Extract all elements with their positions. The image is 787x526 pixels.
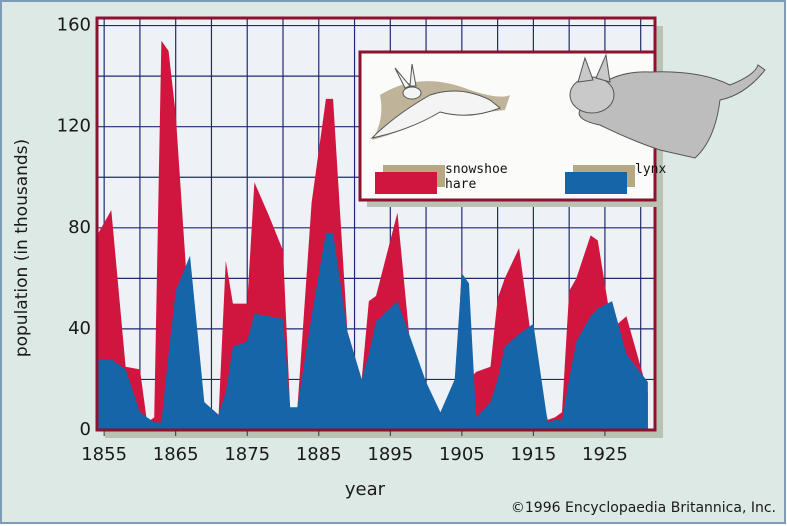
- x-tick-label: 1925: [582, 444, 628, 465]
- legend-swatch: [565, 172, 627, 194]
- page: population (in thousands) year ©1996 Enc…: [0, 0, 787, 526]
- x-tick-label: 1885: [296, 444, 342, 465]
- legend-swatch: [375, 172, 437, 194]
- legend-label: snowshoe hare: [445, 162, 517, 192]
- y-tick-label: 0: [80, 419, 91, 440]
- x-tick-label: 1865: [153, 444, 199, 465]
- legend-label: lynx: [635, 162, 707, 177]
- credit: ©1996 Encyclopaedia Britannica, Inc.: [511, 500, 776, 516]
- x-tick-label: 1895: [367, 444, 413, 465]
- y-tick-label: 40: [68, 318, 91, 339]
- x-tick-label: 1905: [439, 444, 485, 465]
- y-axis-label: population (in thousands): [12, 139, 32, 357]
- y-tick-label: 120: [57, 116, 91, 137]
- chart: population (in thousands) year ©1996 Enc…: [0, 0, 787, 526]
- y-tick-label: 160: [57, 15, 91, 36]
- y-tick-label: 80: [68, 217, 91, 238]
- x-tick-label: 1855: [81, 444, 127, 465]
- x-tick-label: 1875: [224, 444, 270, 465]
- x-tick-label: 1915: [510, 444, 556, 465]
- x-axis-label: year: [345, 479, 386, 500]
